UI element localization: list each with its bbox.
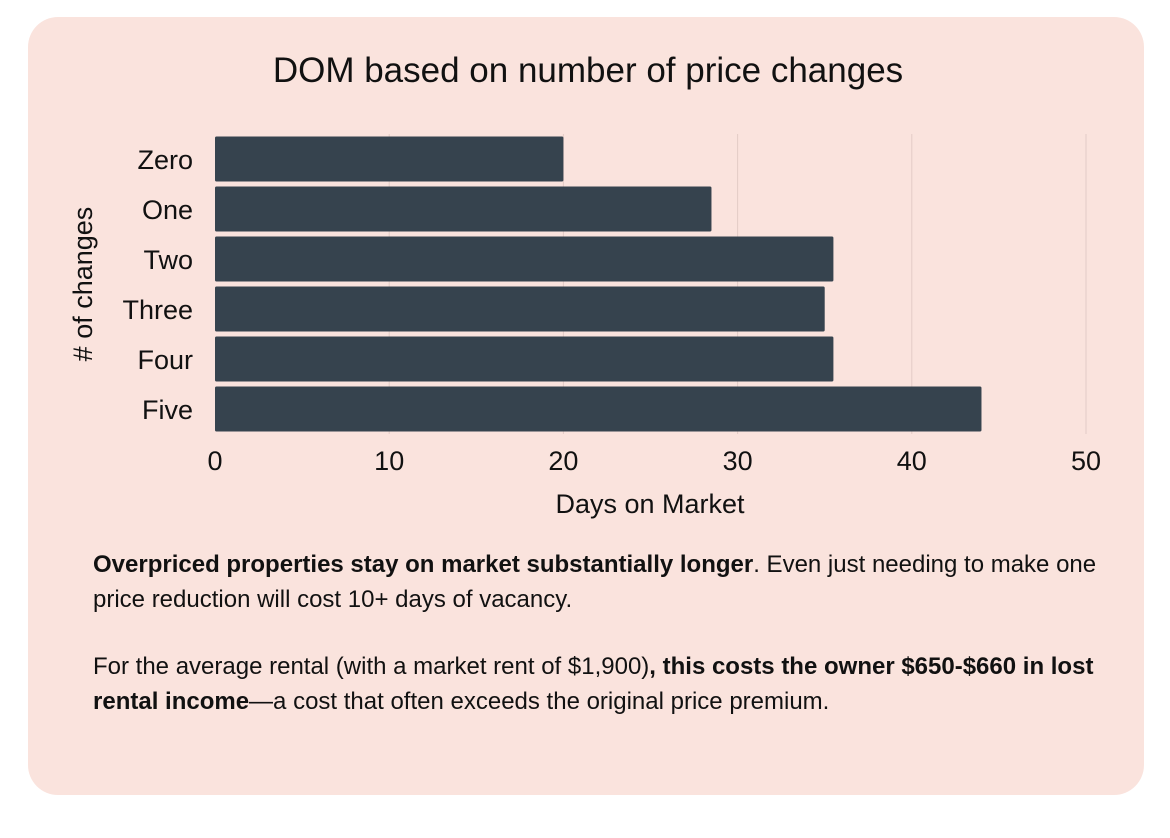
- x-tick-label: 20: [548, 446, 578, 476]
- chart-title: DOM based on number of price changes: [273, 51, 903, 90]
- p1-rest: . Even just needing to make one price re…: [93, 551, 1097, 613]
- bar-four: [215, 336, 834, 382]
- bars: [215, 136, 982, 432]
- category-label-three: Three: [122, 295, 193, 325]
- bar-zero: [215, 136, 564, 182]
- explanation-paragraph-2: For the average rental (with a market re…: [93, 650, 1103, 719]
- category-label-zero: Zero: [137, 145, 193, 175]
- p2-end: —a cost that often exceeds the original …: [249, 687, 830, 715]
- x-tick-label: 40: [897, 446, 927, 476]
- x-axis-title: Days on Market: [555, 489, 745, 519]
- explanation-text: Overpriced properties stay on market sub…: [93, 548, 1103, 719]
- y-axis-title: # of changes: [68, 207, 98, 362]
- bar-one: [215, 186, 712, 232]
- x-tick-label: 30: [723, 446, 753, 476]
- category-labels: Zero One Two Three Four Five: [122, 145, 193, 425]
- x-tick-labels: 0 10 20 30 40 50: [207, 446, 1101, 476]
- x-tick-label: 0: [207, 446, 222, 476]
- p2-bold: , this costs the owner $650-$660 in lost…: [93, 653, 1094, 715]
- x-tick-label: 10: [374, 446, 404, 476]
- category-label-four: Four: [137, 345, 193, 375]
- gridlines: [388, 134, 1087, 434]
- category-label-five: Five: [142, 395, 193, 425]
- p2-start: For the average rental (with a market re…: [93, 653, 650, 680]
- bar-two: [215, 236, 834, 282]
- p1-bold: Overpriced properties stay on market sub…: [93, 551, 754, 578]
- explanation-paragraph-1: Overpriced properties stay on market sub…: [93, 548, 1103, 617]
- category-label-two: Two: [143, 245, 193, 275]
- category-label-one: One: [142, 195, 193, 225]
- bar-three: [215, 286, 825, 332]
- bar-five: [215, 386, 982, 432]
- x-tick-label: 50: [1071, 446, 1101, 476]
